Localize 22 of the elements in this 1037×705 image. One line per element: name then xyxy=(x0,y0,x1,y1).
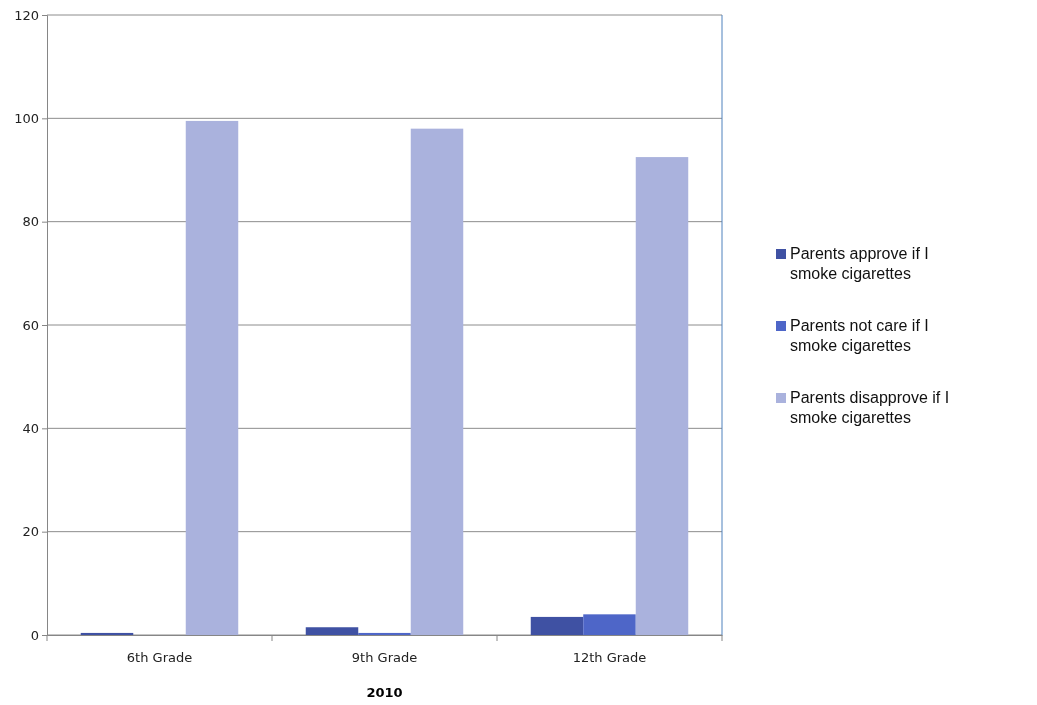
legend-label: Parents disapprove if I smoke cigarettes xyxy=(790,389,950,426)
y-tick-label: 120 xyxy=(14,7,39,23)
y-tick-label: 40 xyxy=(22,420,39,436)
bar xyxy=(530,616,584,635)
bar xyxy=(410,128,464,635)
y-tick-label: 60 xyxy=(22,317,39,333)
bar xyxy=(358,632,411,635)
legend-label: Parents approve if I smoke cigarettes xyxy=(790,245,929,282)
bar xyxy=(635,157,689,635)
bar xyxy=(305,627,359,635)
y-tick-label: 20 xyxy=(22,524,39,540)
x-axis-title: 2010 xyxy=(366,685,403,700)
y-tick-label: 100 xyxy=(14,110,39,126)
bar xyxy=(185,120,239,635)
x-tick-label: 9th Grade xyxy=(351,650,418,666)
y-tick-label: 0 xyxy=(30,627,39,643)
legend-label: Parents not care if I smoke cigarettes xyxy=(790,317,929,354)
y-tick-label: 80 xyxy=(22,214,39,230)
x-tick-label: 6th Grade xyxy=(126,650,193,666)
bar xyxy=(80,632,134,635)
x-tick-label: 12th Grade xyxy=(572,650,647,666)
bar xyxy=(583,614,636,635)
